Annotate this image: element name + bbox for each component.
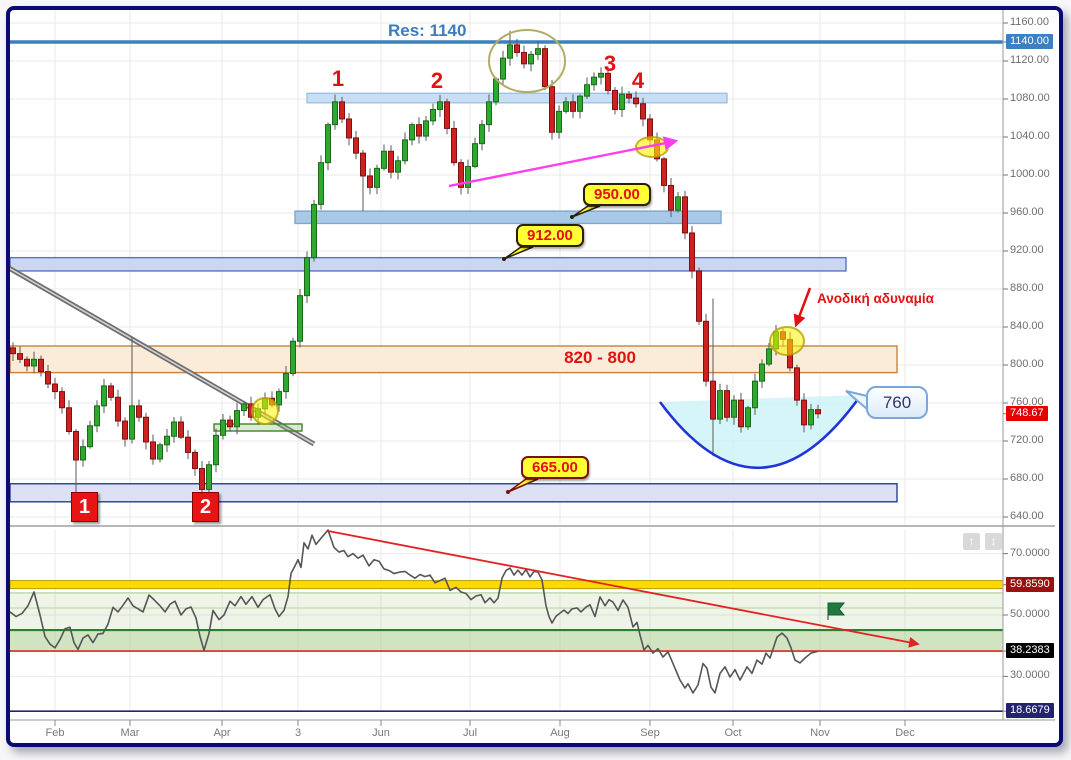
support-resistance-zones[interactable] (10, 40, 1003, 503)
top-circle[interactable] (488, 29, 566, 93)
cup-pattern-curve (658, 394, 863, 470)
weakness-ellipse[interactable] (769, 326, 805, 356)
callout-tail-1 (503, 246, 534, 260)
callout-tail-0 (571, 205, 601, 218)
scale-fit-button[interactable]: ↕ (985, 533, 1002, 550)
axes[interactable] (10, 10, 1055, 726)
light-green-zone (10, 592, 1003, 631)
indicator-line (10, 529, 819, 694)
weakness-arrow (793, 287, 812, 328)
green-level-band (10, 630, 1003, 652)
magenta-trend-arrow (448, 136, 679, 188)
candlestick-series (10, 30, 821, 499)
zone-1080[interactable] (306, 92, 728, 104)
chart-window (6, 6, 1063, 747)
indicator-downtrend-arrow (327, 530, 920, 648)
indicator-pane (10, 529, 1003, 712)
zone-950[interactable] (294, 210, 722, 225)
zone-665[interactable] (10, 483, 898, 503)
trend-annotations-front[interactable] (251, 29, 868, 494)
yellow-level-band (10, 580, 1003, 590)
callout-tail-2 (507, 478, 539, 493)
scale-up-button[interactable]: ↑ (963, 533, 980, 550)
zone-912[interactable] (10, 256, 847, 272)
breakout-ellipse[interactable] (251, 397, 279, 425)
zone-820-800[interactable] (10, 345, 898, 374)
flag-marker (827, 602, 846, 616)
